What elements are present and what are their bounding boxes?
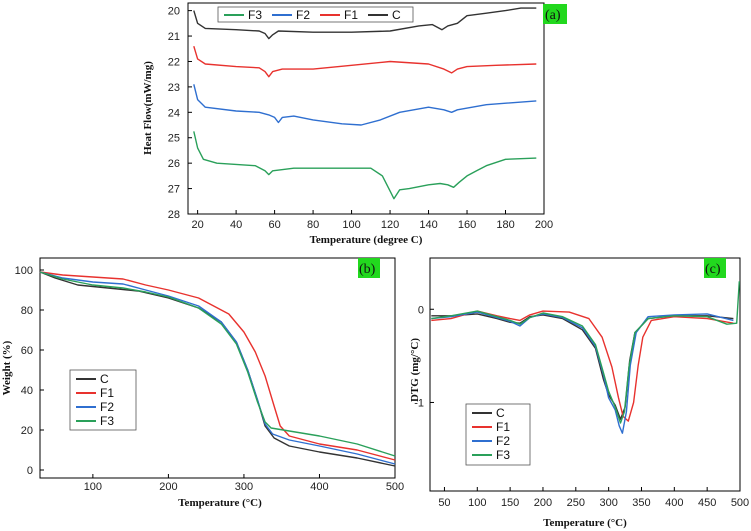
series-line-f3 <box>431 281 740 424</box>
x-tick-label: 200 <box>534 497 552 509</box>
y-tick-label: 21 <box>168 31 180 43</box>
panel-c-series <box>431 281 740 434</box>
y-tick-label: -1 <box>414 397 424 409</box>
panel-a-series <box>193 7 537 200</box>
panel-b-series <box>39 271 396 467</box>
x-tick-label: 200 <box>535 219 553 231</box>
y-tick-label: 25 <box>168 133 180 145</box>
x-tick-label: 300 <box>599 497 617 509</box>
x-tick-label: 100 <box>342 219 360 231</box>
panel-b-ylabel: Weight (%) <box>1 340 13 395</box>
series-line-f2 <box>39 271 396 465</box>
x-tick-label: 140 <box>419 219 437 231</box>
x-tick-label: 20 <box>191 219 203 231</box>
panel-a-tag-bg <box>543 4 567 24</box>
legend-label-c: C <box>496 406 505 420</box>
panel-a-frame <box>187 2 545 215</box>
panel-b-tag-bg <box>358 258 380 278</box>
panel-c-frame <box>429 257 741 492</box>
x-tick-label: 450 <box>698 497 716 509</box>
panel-b-ticks: 100 200 300 400 500 0 20 40 60 80 100 <box>15 265 405 493</box>
legend-label-c: C <box>100 372 109 386</box>
x-tick-label: 150 <box>501 497 519 509</box>
y-tick-label: 0 <box>418 304 424 316</box>
x-tick-label: 250 <box>567 497 585 509</box>
x-tick-label: 500 <box>731 497 749 509</box>
series-line-c <box>193 7 537 40</box>
legend-label-f3: F3 <box>248 8 262 22</box>
y-tick-label: 40 <box>21 385 33 397</box>
x-tick-label: 100 <box>468 497 486 509</box>
legend-label-f2: F2 <box>496 434 510 448</box>
y-tick-label: 27 <box>168 184 180 196</box>
panel-a-ticks: 20 40 60 80 100 120 140 160 180 200 20 21 22 23 24 25 26… <box>168 6 553 231</box>
x-tick-label: 80 <box>307 219 319 231</box>
series-line-f1 <box>431 310 734 422</box>
x-tick-label: 500 <box>386 481 404 493</box>
x-tick-label: 40 <box>230 219 242 231</box>
y-tick-label: 80 <box>21 305 33 317</box>
legend-label-f1: F1 <box>496 420 510 434</box>
series-line-c <box>431 313 734 420</box>
x-tick-label: 200 <box>159 481 177 493</box>
series-line-f2 <box>193 84 537 126</box>
x-tick-label: 120 <box>381 219 399 231</box>
y-tick-label: 26 <box>168 158 180 170</box>
x-tick-label: 50 <box>438 497 450 509</box>
panel-a-legend: F3 F2 F1 C <box>217 6 414 23</box>
panel-c-tag: (c) <box>705 262 721 277</box>
y-tick-label: 0 <box>27 465 33 477</box>
legend-label-f2: F2 <box>100 400 114 414</box>
panel-c-xlabel: Temperature (°C) <box>543 517 627 529</box>
x-tick-label: 160 <box>458 219 476 231</box>
x-tick-label: 180 <box>496 219 514 231</box>
x-tick-label: 100 <box>84 481 102 493</box>
y-tick-label: 22 <box>168 56 180 68</box>
panel-a-legend-box <box>217 6 414 23</box>
series-line-f1 <box>39 271 396 461</box>
legend-label-f1: F1 <box>344 8 358 22</box>
series-line-f3 <box>39 271 396 457</box>
panel-b-tag: (b) <box>359 262 376 277</box>
y-tick-label: 23 <box>168 82 180 94</box>
legend-label-f1: F1 <box>100 386 114 400</box>
panel-a: 20 40 60 80 100 120 140 160 180 200 20 21 22 23 24 25 26… <box>142 2 567 246</box>
panel-c-ticks: 50 100 150 200 250 300 350 400 450 500 0 -1 <box>414 304 749 509</box>
y-tick-label: 28 <box>168 209 180 221</box>
panel-b-frame <box>39 257 396 479</box>
y-tick-label: 100 <box>15 265 33 277</box>
y-tick-label: 20 <box>168 6 180 18</box>
panel-c: 50 100 150 200 250 300 350 400 450 500 0 -1 CF1F2F3… <box>409 257 749 529</box>
x-tick-label: 400 <box>665 497 683 509</box>
legend-label-f3: F3 <box>496 448 510 462</box>
panel-a-tag: (a) <box>545 8 561 23</box>
y-tick-label: 24 <box>168 107 180 119</box>
x-tick-label: 350 <box>632 497 650 509</box>
panel-a-xlabel: Temperature (degree C) <box>310 234 423 246</box>
series-line-f3 <box>193 131 537 200</box>
series-line-f1 <box>193 45 537 78</box>
legend-label-f3: F3 <box>100 414 114 428</box>
panel-c-ylabel: DTG (mg/°C) <box>409 338 421 402</box>
legend-label-c: C <box>392 8 401 22</box>
x-tick-label: 300 <box>235 481 253 493</box>
x-tick-label: 400 <box>310 481 328 493</box>
legend-label-f2: F2 <box>296 8 310 22</box>
series-line-c <box>39 271 396 467</box>
x-tick-label: 60 <box>268 219 280 231</box>
panel-a-ylabel: Heat Flow(mW/mg) <box>142 61 154 155</box>
y-tick-label: 20 <box>21 425 33 437</box>
y-tick-label: 60 <box>21 345 33 357</box>
panel-b-xlabel: Temperature (°C) <box>178 497 262 509</box>
panel-c-tag-bg <box>704 258 726 278</box>
